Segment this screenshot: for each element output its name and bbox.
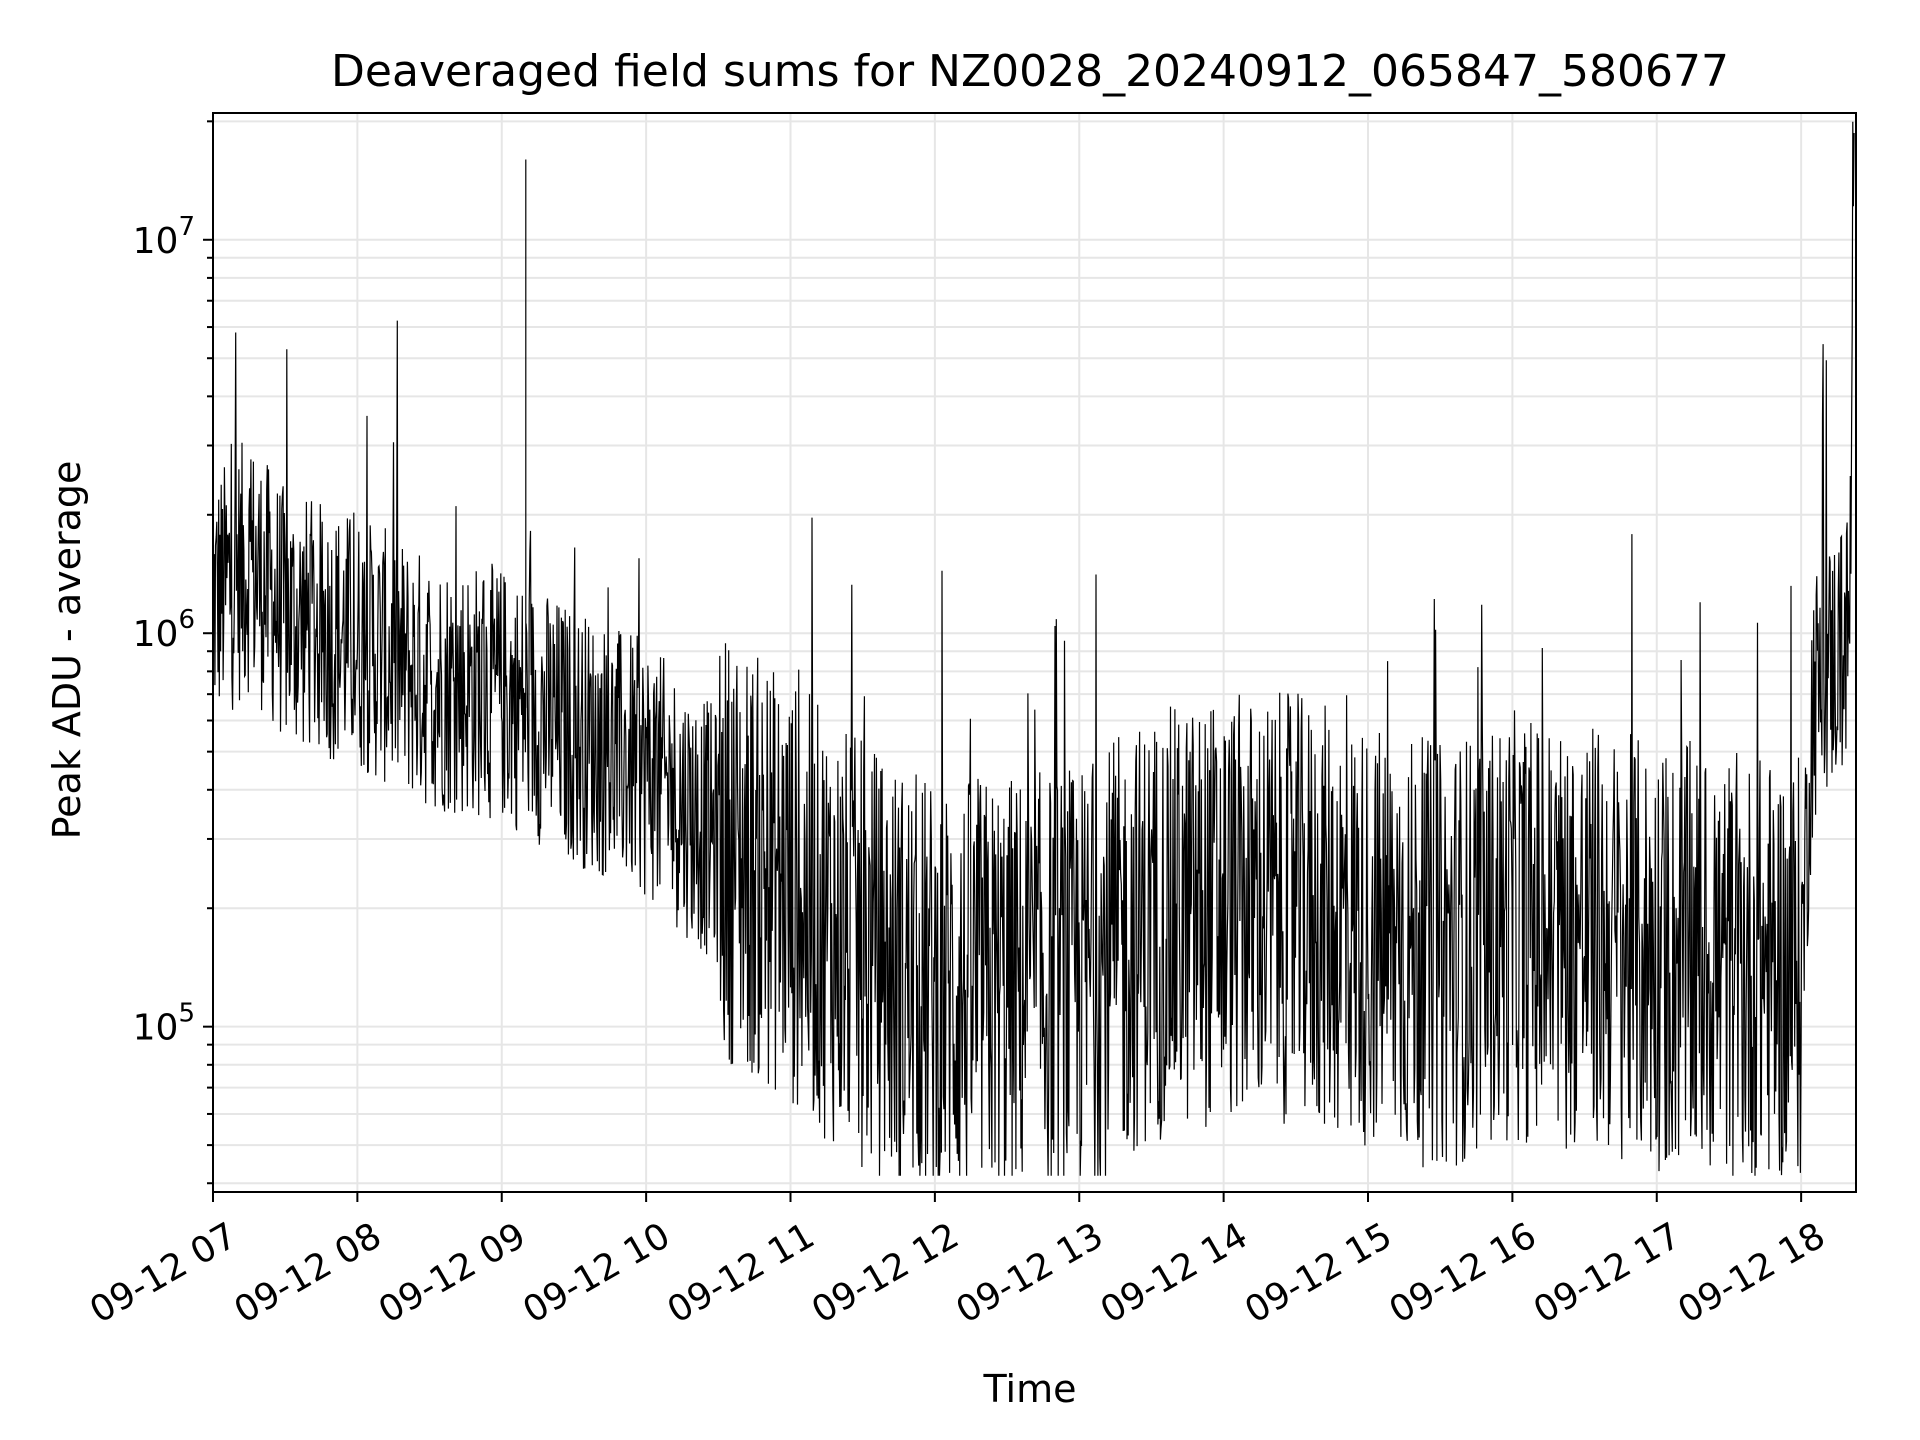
series-line [212, 121, 1855, 1176]
x-tick-label: 09-12 08 [228, 1215, 389, 1331]
plot-frame [212, 112, 1857, 1193]
y-tick-label: 105 [133, 999, 195, 1049]
x-tick-label: 09-12 07 [83, 1215, 244, 1331]
x-tick-label: 09-12 16 [1383, 1215, 1544, 1331]
y-axis-label: Peak ADU - average [45, 461, 89, 840]
x-tick-label: 09-12 12 [805, 1215, 966, 1331]
x-tick-label: 09-12 09 [372, 1215, 533, 1331]
x-tick-label: 09-12 18 [1671, 1215, 1832, 1331]
x-tick-label: 09-12 10 [516, 1215, 677, 1331]
x-tick-label: 09-12 13 [949, 1215, 1110, 1331]
x-tick-label: 09-12 14 [1094, 1215, 1255, 1331]
y-axis-ticks: 105 106 107 [133, 120, 213, 1185]
x-tick-label: 09-12 15 [1238, 1215, 1399, 1331]
y-tick-label: 107 [133, 212, 195, 262]
chart-title: Deaveraged field sums for NZ0028_2024091… [331, 46, 1729, 97]
x-tick-label: 09-12 11 [661, 1215, 822, 1331]
x-axis-label: Time [983, 1367, 1077, 1411]
y-tick-label: 106 [133, 605, 195, 655]
x-tick-label: 09-12 17 [1527, 1215, 1688, 1331]
